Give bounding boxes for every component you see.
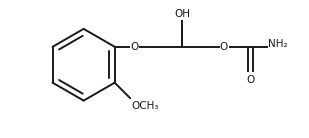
- Text: NH₂: NH₂: [269, 39, 288, 49]
- Text: O: O: [130, 42, 138, 52]
- Text: OCH₃: OCH₃: [132, 101, 159, 112]
- Text: O: O: [246, 75, 254, 85]
- Text: OH: OH: [174, 9, 190, 19]
- Text: O: O: [220, 42, 228, 52]
